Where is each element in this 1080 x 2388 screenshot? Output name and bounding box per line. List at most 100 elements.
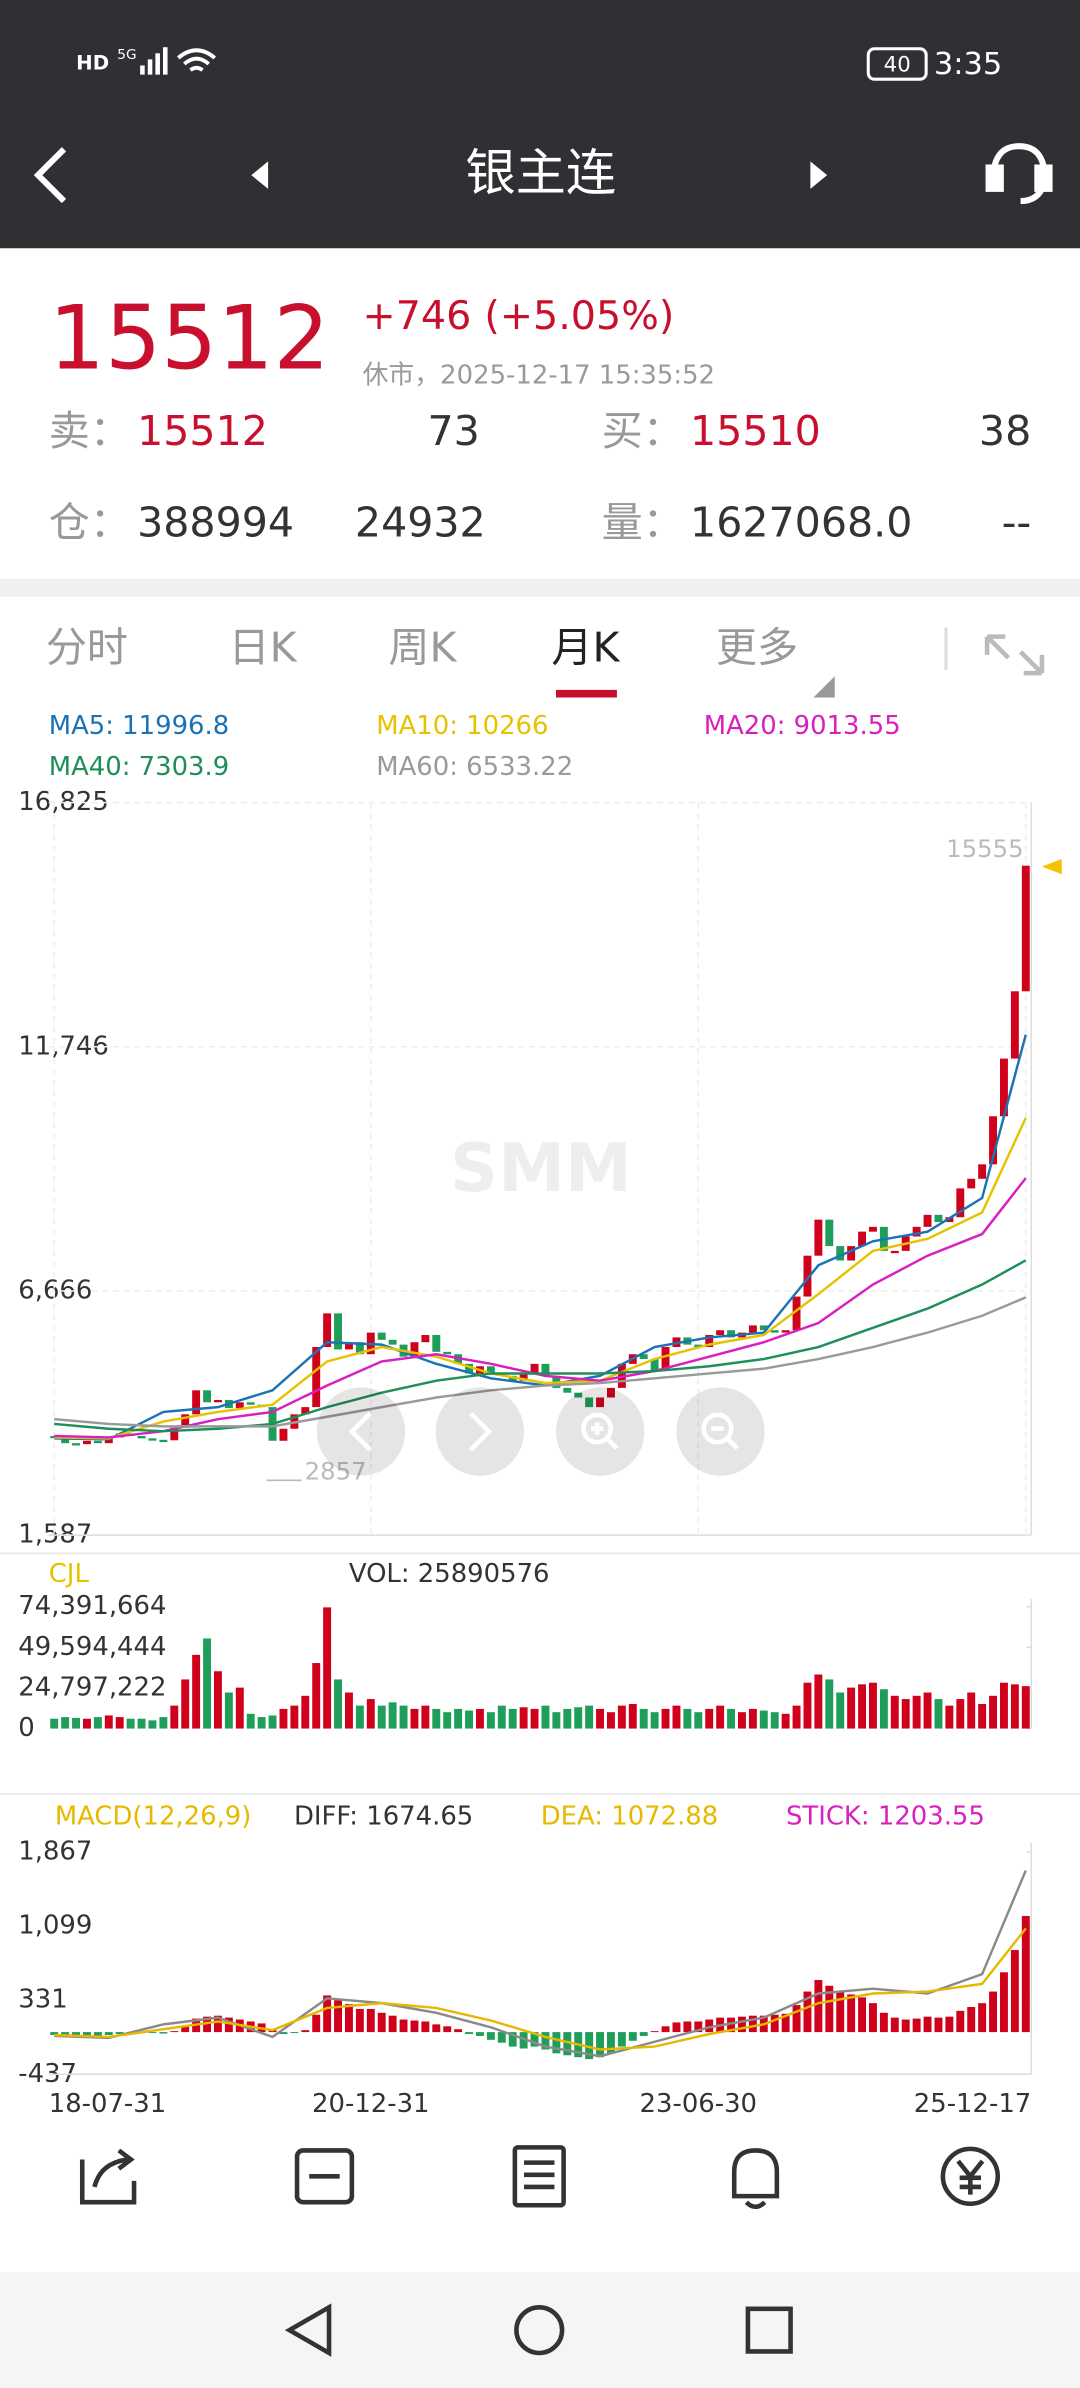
system-back[interactable] bbox=[284, 2303, 332, 2357]
tab[interactable]: 分时 bbox=[46, 623, 128, 671]
indicator-line bbox=[54, 1296, 1027, 1428]
candle bbox=[563, 1387, 572, 1393]
y-tick-label: 0 bbox=[18, 1713, 34, 1743]
pan-left-button[interactable] bbox=[316, 1387, 406, 1476]
sell-price: 15512 bbox=[137, 407, 268, 455]
macd-stick bbox=[170, 2031, 179, 2033]
price-change-pct: (+5.05%) bbox=[484, 293, 674, 339]
volume-bar bbox=[235, 1687, 244, 1729]
zoom-out-button[interactable] bbox=[676, 1387, 765, 1476]
macd-stick bbox=[672, 2022, 681, 2033]
volume-bar bbox=[901, 1699, 910, 1729]
tab[interactable]: 更多 bbox=[716, 623, 798, 671]
macd-stick bbox=[956, 2010, 965, 2033]
candle bbox=[82, 1440, 91, 1445]
fullscreen-button[interactable] bbox=[984, 634, 1045, 676]
volume-bar bbox=[770, 1712, 779, 1729]
volume-bar bbox=[967, 1692, 976, 1729]
volume-bar bbox=[727, 1708, 736, 1729]
macd-stick bbox=[912, 2018, 921, 2033]
volume-bar bbox=[563, 1708, 572, 1729]
tab[interactable]: 日K bbox=[228, 623, 297, 671]
candle bbox=[1021, 865, 1030, 992]
candle bbox=[170, 1427, 179, 1441]
system-home[interactable] bbox=[514, 2304, 565, 2356]
y-tick-label: 49,594,444 bbox=[18, 1632, 166, 1662]
quote-time: 休市，2025-12-17 15:35:52 bbox=[363, 361, 715, 391]
macd-stick bbox=[377, 2012, 386, 2033]
price-marker bbox=[1041, 858, 1062, 875]
macd-stick bbox=[203, 2016, 211, 2033]
back-button[interactable] bbox=[33, 147, 67, 204]
candle bbox=[388, 1339, 397, 1345]
candle bbox=[825, 1219, 834, 1247]
candle bbox=[181, 1414, 190, 1428]
legend-entry: MA60: 6533.22 bbox=[376, 752, 573, 782]
candle bbox=[1010, 991, 1019, 1059]
candle bbox=[312, 1347, 321, 1408]
last-price: 15512 bbox=[49, 287, 330, 390]
macd-stick bbox=[978, 2003, 987, 2033]
macd-stick bbox=[890, 2017, 899, 2033]
macd-stick bbox=[497, 2032, 506, 2043]
next-button[interactable] bbox=[810, 161, 828, 189]
prev-button[interactable] bbox=[251, 161, 269, 189]
volume-bar bbox=[137, 1718, 146, 1729]
volume-bar bbox=[759, 1710, 768, 1729]
volume-bar bbox=[104, 1715, 113, 1729]
service-button[interactable] bbox=[985, 143, 1053, 205]
macd-stick bbox=[104, 2032, 113, 2035]
candle bbox=[377, 1332, 386, 1340]
macd-stick bbox=[410, 2020, 419, 2033]
legend-entry: MA5: 11996.8 bbox=[49, 711, 229, 741]
candle bbox=[323, 1313, 332, 1348]
indicator-line bbox=[54, 1927, 1027, 2051]
macd-stick bbox=[803, 1991, 812, 2033]
macd-stick bbox=[989, 1991, 998, 2033]
y-tick-label: 74,391,664 bbox=[18, 1591, 166, 1621]
volume-bar bbox=[639, 1708, 648, 1729]
system-recent[interactable] bbox=[745, 2306, 793, 2354]
macd-stick bbox=[530, 2032, 539, 2047]
candle bbox=[93, 1440, 102, 1444]
volume-bar bbox=[890, 1695, 899, 1729]
candle bbox=[246, 1402, 255, 1405]
volume-bar bbox=[552, 1712, 561, 1729]
volume-bar bbox=[203, 1638, 211, 1729]
volume-bar bbox=[344, 1692, 353, 1729]
candle bbox=[890, 1250, 899, 1254]
macd-stick bbox=[355, 2008, 364, 2033]
macd-stick bbox=[967, 2007, 976, 2033]
candle bbox=[814, 1219, 823, 1256]
macd-stick bbox=[323, 1995, 332, 2033]
volume-bar bbox=[923, 1692, 932, 1729]
candle bbox=[716, 1330, 725, 1336]
indicator-line bbox=[54, 1259, 1027, 1433]
volume-bar bbox=[301, 1695, 310, 1729]
macd-stick bbox=[366, 2008, 375, 2033]
status-network: 5G bbox=[117, 47, 136, 63]
zoom-in-button[interactable] bbox=[555, 1387, 645, 1476]
volume-bar bbox=[82, 1718, 91, 1729]
macd-stick bbox=[508, 2032, 517, 2047]
separator bbox=[0, 578, 1080, 597]
candle bbox=[945, 1217, 954, 1223]
volume-bar bbox=[530, 1708, 539, 1729]
macd-stick bbox=[825, 1985, 834, 2033]
candle bbox=[148, 1438, 157, 1441]
legend-entry: MA40: 7303.9 bbox=[49, 752, 229, 782]
macd-stick bbox=[61, 2032, 70, 2036]
tab[interactable]: 月K bbox=[551, 623, 620, 671]
candle bbox=[137, 1435, 146, 1439]
candle bbox=[956, 1188, 965, 1218]
macd-stick bbox=[869, 2003, 877, 2033]
candle bbox=[781, 1330, 790, 1333]
candle bbox=[661, 1347, 670, 1372]
volume-bar bbox=[148, 1720, 157, 1729]
volume-bar bbox=[825, 1679, 834, 1729]
pan-right-button[interactable] bbox=[435, 1387, 525, 1476]
volume-bar bbox=[170, 1705, 179, 1729]
macd-stick bbox=[705, 2019, 714, 2033]
volume-bar bbox=[399, 1705, 408, 1729]
tab[interactable]: 周K bbox=[388, 623, 457, 671]
